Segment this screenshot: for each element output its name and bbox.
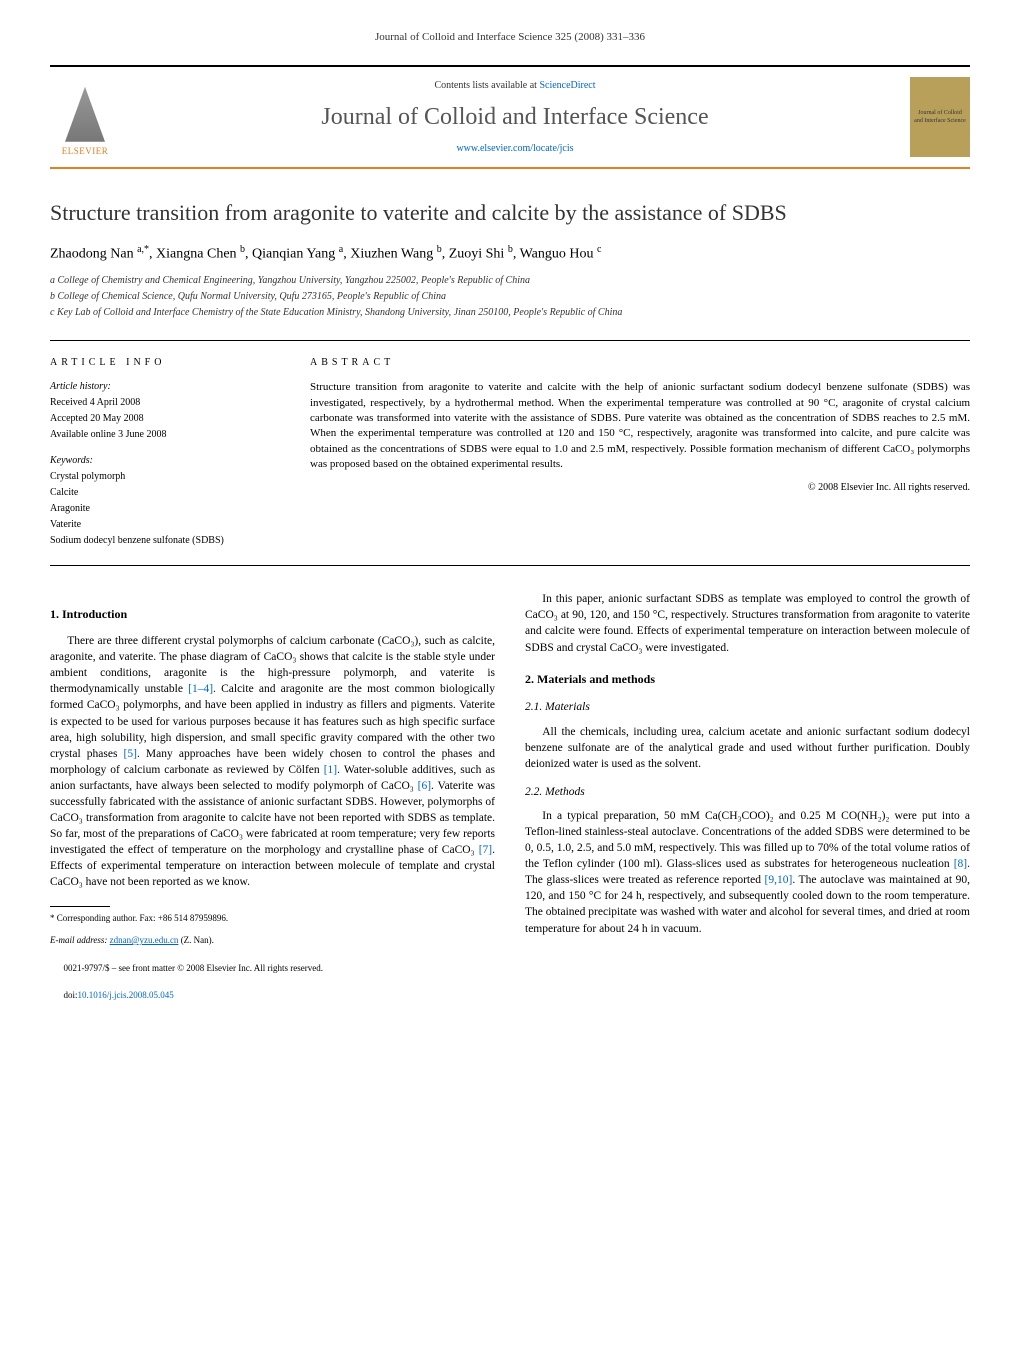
keyword: Aragonite xyxy=(50,502,280,516)
keyword: Vaterite xyxy=(50,518,280,532)
contents-available-line: Contents lists available at ScienceDirec… xyxy=(135,79,895,93)
section-1-heading: 1. Introduction xyxy=(50,606,495,623)
banner-center: Contents lists available at ScienceDirec… xyxy=(135,79,895,157)
right-column: In this paper, anionic surfactant SDBS a… xyxy=(525,591,970,1012)
elsevier-tree-icon xyxy=(60,87,110,142)
section-2-1-heading: 2.1. Materials xyxy=(525,699,970,715)
abstract: ABSTRACT Structure transition from arago… xyxy=(310,356,970,550)
keywords-head: Keywords: xyxy=(50,454,280,468)
keyword: Sodium dodecyl benzene sulfonate (SDBS) xyxy=(50,534,280,548)
section-2-2-heading: 2.2. Methods xyxy=(525,784,970,800)
doi-line: doi:10.1016/j.jcis.2008.05.045 xyxy=(50,989,495,1002)
keyword: Calcite xyxy=(50,486,280,500)
article-info: ARTICLE INFO Article history: Received 4… xyxy=(50,356,280,550)
left-column: 1. Introduction There are three differen… xyxy=(50,591,495,1012)
affiliations: a College of Chemistry and Chemical Engi… xyxy=(50,274,970,320)
article-history-head: Article history: xyxy=(50,380,280,394)
email-footnote: E-mail address: zdnan@yzu.edu.cn (Z. Nan… xyxy=(50,934,495,947)
affiliation-a: a College of Chemistry and Chemical Engi… xyxy=(50,274,970,288)
intro-continuation: In this paper, anionic surfactant SDBS a… xyxy=(525,591,970,655)
doi-link[interactable]: 10.1016/j.jcis.2008.05.045 xyxy=(78,990,174,1000)
journal-banner: ELSEVIER Contents lists available at Sci… xyxy=(50,65,970,169)
corresponding-author-footnote: * Corresponding author. Fax: +86 514 879… xyxy=(50,912,495,925)
received-date: Received 4 April 2008 xyxy=(50,396,280,410)
corresponding-email-link[interactable]: zdnan@yzu.edu.cn xyxy=(110,935,179,945)
accepted-date: Accepted 20 May 2008 xyxy=(50,412,280,426)
online-date: Available online 3 June 2008 xyxy=(50,428,280,442)
info-abstract-block: ARTICLE INFO Article history: Received 4… xyxy=(50,340,970,566)
methods-paragraph: In a typical preparation, 50 mM Ca(CH₃CO… xyxy=(525,808,970,937)
contents-prefix: Contents lists available at xyxy=(434,80,539,91)
abstract-copyright: © 2008 Elsevier Inc. All rights reserved… xyxy=(310,481,970,495)
article-info-heading: ARTICLE INFO xyxy=(50,356,280,370)
intro-paragraph: There are three different crystal polymo… xyxy=(50,633,495,891)
article-title: Structure transition from aragonite to v… xyxy=(50,199,970,228)
journal-cover-thumbnail: Journal of Colloid and Interface Science xyxy=(910,77,970,157)
sciencedirect-link[interactable]: ScienceDirect xyxy=(539,80,595,91)
footnote-separator xyxy=(50,906,110,907)
body-two-column: 1. Introduction There are three differen… xyxy=(50,591,970,1012)
section-2-heading: 2. Materials and methods xyxy=(525,671,970,688)
abstract-text: Structure transition from aragonite to v… xyxy=(310,380,970,472)
publisher-name: ELSEVIER xyxy=(62,145,109,158)
journal-url[interactable]: www.elsevier.com/locate/jcis xyxy=(135,142,895,156)
email-tail: (Z. Nan). xyxy=(178,935,214,945)
email-label: E-mail address: xyxy=(50,935,110,945)
materials-paragraph: All the chemicals, including urea, calci… xyxy=(525,724,970,772)
journal-name: Journal of Colloid and Interface Science xyxy=(135,101,895,135)
affiliation-b: b College of Chemical Science, Qufu Norm… xyxy=(50,290,970,304)
doi-label: doi: xyxy=(64,990,78,1000)
affiliation-c: c Key Lab of Colloid and Interface Chemi… xyxy=(50,306,970,320)
front-matter-line: 0021-9797/$ – see front matter © 2008 El… xyxy=(50,962,495,975)
author-list: Zhaodong Nan a,*, Xiangna Chen b, Qianqi… xyxy=(50,243,970,264)
keyword: Crystal polymorph xyxy=(50,470,280,484)
publisher-logo: ELSEVIER xyxy=(50,77,120,157)
abstract-heading: ABSTRACT xyxy=(310,356,970,370)
running-header: Journal of Colloid and Interface Science… xyxy=(50,30,970,45)
